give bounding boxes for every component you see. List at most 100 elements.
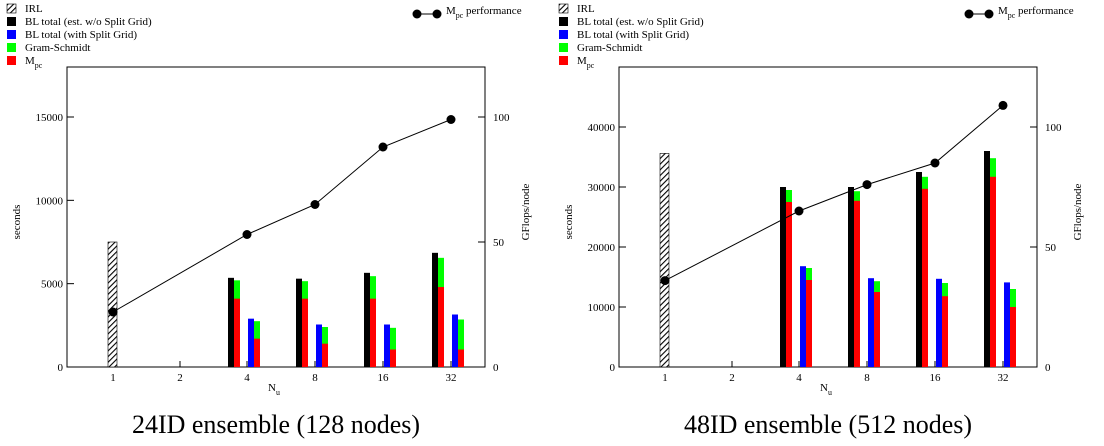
y-tick-label: 10000	[588, 302, 616, 314]
bl-split-bar	[800, 266, 806, 367]
legend-bl-split-label: BL total (with Split Grid)	[577, 29, 689, 41]
legend-gram-schmidt-label: Gram-Schmidt	[577, 42, 642, 54]
y-tick-label: 30000	[588, 182, 616, 194]
y-tick-label: 0	[58, 362, 64, 374]
bl-est-bar	[848, 187, 854, 367]
y-tick-label: 5000	[41, 279, 64, 291]
bl-split-mpc-bar	[390, 349, 396, 367]
bl-est-bar	[984, 151, 990, 367]
legend-bl-est-swatch	[559, 17, 568, 26]
legend-irl-swatch	[558, 3, 569, 14]
y-tick-label: 20000	[588, 242, 616, 254]
perf-point	[108, 307, 118, 317]
bl-est-bar	[780, 187, 786, 367]
legend-perf-dot-left	[964, 9, 974, 19]
y-tick-label: 0	[610, 362, 616, 374]
legend-irl-label: IRL	[25, 3, 43, 15]
y2-axis-label: GFlops/node	[520, 183, 532, 240]
legend-perf-dot-left	[412, 9, 422, 19]
irl-bar	[659, 153, 670, 368]
bl-split-bar	[384, 324, 390, 367]
bl-est-mpc-bar	[234, 298, 240, 367]
chart-caption-48id: 48ID ensemble (512 nodes)	[683, 410, 973, 439]
x-tick-label: 32	[446, 372, 457, 384]
bl-split-bar	[316, 324, 322, 367]
x-tick-label: 2	[729, 372, 735, 384]
bl-est-mpc-bar	[990, 176, 996, 367]
perf-point	[660, 276, 670, 286]
legend-gram-schmidt-swatch	[559, 43, 568, 52]
y2-tick-label: 100	[1045, 122, 1062, 134]
legend-mpc-label: Mpc	[577, 55, 595, 70]
y-tick-label: 10000	[36, 195, 64, 207]
bl-split-bar	[248, 318, 254, 367]
legend-gram-schmidt-label: Gram-Schmidt	[25, 42, 90, 54]
y2-tick-label: 0	[1045, 362, 1051, 374]
perf-line	[112, 119, 452, 313]
x-tick-label: 4	[796, 372, 802, 384]
bl-split-mpc-bar	[874, 292, 880, 367]
legend-perf-dot-right	[984, 9, 994, 19]
perf-point	[862, 180, 872, 190]
legend-perf-label: Mpc performance	[446, 5, 522, 20]
perf-point	[794, 206, 804, 216]
legend-bl-split-label: BL total (with Split Grid)	[25, 29, 137, 41]
legend-bl-est-swatch	[7, 17, 16, 26]
bl-split-gram-schmidt-bar	[458, 319, 464, 367]
x-tick-label: 2	[177, 372, 183, 384]
legend-bl-est-label: BL total (est. w/o Split Grid)	[25, 16, 152, 28]
bl-split-mpc-bar	[806, 280, 812, 367]
y-axis-label: seconds	[563, 205, 575, 240]
bl-est-mpc-bar	[370, 298, 376, 367]
chart-panel-24id: 0 5000 10000 15000 0 50 100 1 2 4 8 16 32 Nu seconds GF…	[6, 3, 532, 439]
bl-est-bar	[364, 272, 370, 367]
bl-est-bar	[432, 252, 438, 367]
legend-perf-dot-right	[432, 9, 442, 19]
perf-point	[930, 158, 940, 168]
legend-mpc-swatch	[559, 56, 568, 65]
x-tick-label: 1	[662, 372, 668, 384]
bl-split-mpc-bar	[254, 338, 260, 367]
bl-split-mpc-bar	[322, 343, 328, 367]
bl-split-mpc-bar	[1010, 307, 1016, 367]
bl-split-bar	[1004, 282, 1010, 367]
bl-est-mpc-bar	[438, 287, 444, 367]
perf-point	[998, 100, 1008, 110]
bl-split-gram-schmidt-bar	[390, 327, 396, 367]
chart-svg-48id: 0 10000 20000 30000 40000 0 50 100 1 2 4 8 16 32 Nu sec…	[558, 3, 1084, 397]
bl-split-mpc-bar	[942, 296, 948, 367]
y-tick-label: 40000	[588, 122, 616, 134]
legend-bl-split-swatch	[559, 30, 568, 39]
perf-point	[310, 200, 320, 209]
y2-tick-label: 100	[493, 112, 510, 124]
bl-split-bar	[936, 278, 942, 367]
x-axis-label: Nu	[268, 382, 280, 397]
bl-est-mpc-bar	[302, 298, 308, 367]
x-tick-label: 32	[998, 372, 1009, 384]
legend-irl-label: IRL	[577, 3, 595, 15]
bl-est-bar	[296, 278, 302, 367]
y2-axis-label: GFlops/node	[1072, 183, 1084, 240]
bl-est-mpc-bar	[786, 202, 792, 367]
bl-split-bar	[452, 314, 458, 367]
plot-frame	[66, 66, 486, 368]
x-axis-label: Nu	[820, 382, 832, 397]
bl-split-mpc-bar	[458, 349, 464, 367]
bl-split-bar	[868, 278, 874, 367]
perf-point	[446, 115, 456, 124]
bl-est-bar	[916, 172, 922, 367]
perf-point	[378, 142, 388, 152]
x-tick-label: 4	[244, 372, 250, 384]
irl-bar	[107, 241, 118, 368]
bl-est-mpc-bar	[854, 200, 860, 367]
x-tick-label: 1	[110, 372, 116, 384]
chart-panel-48id: 0 10000 20000 30000 40000 0 50 100 1 2 4 8 16 32 Nu sec…	[552, 0, 1104, 446]
x-tick-label: 8	[312, 372, 318, 384]
y2-tick-label: 0	[493, 362, 499, 374]
legend-irl-swatch	[6, 3, 17, 14]
legend-perf-label: Mpc performance	[998, 5, 1074, 20]
bl-est-mpc-bar	[922, 188, 928, 367]
perf-point	[242, 230, 252, 239]
chart-caption-24id: 24ID ensemble (128 nodes)	[131, 410, 421, 439]
legend-mpc-swatch	[7, 56, 16, 65]
